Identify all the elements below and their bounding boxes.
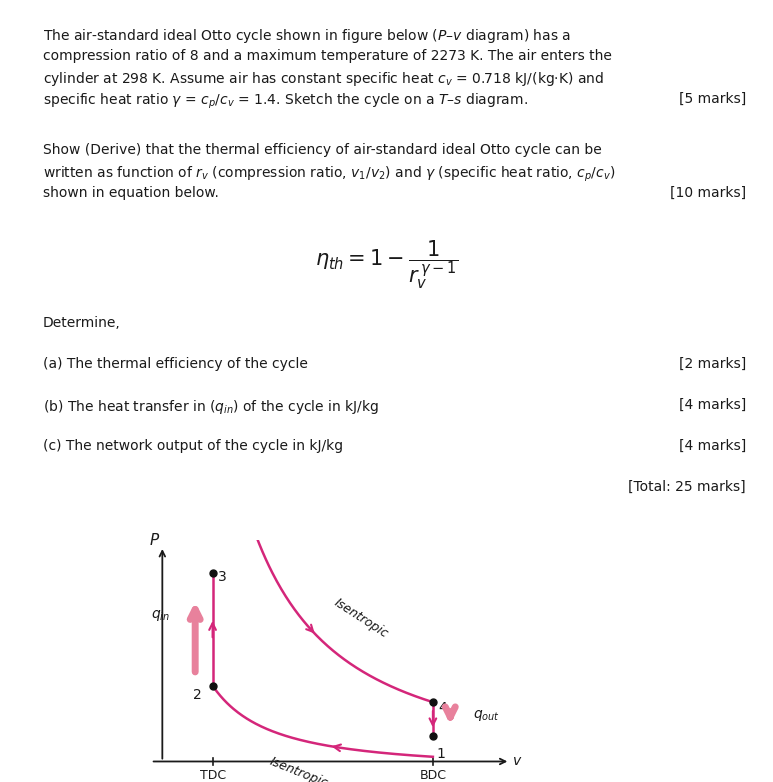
Text: written as function of $r_v$ (compression ratio, $v_1$/$v_2$) and $\gamma$ (spec: written as function of $r_v$ (compressio… xyxy=(43,164,615,184)
Text: 3: 3 xyxy=(219,570,227,584)
Text: Show (Derive) that the thermal efficiency of air-standard ideal Otto cycle can b: Show (Derive) that the thermal efficienc… xyxy=(43,143,601,157)
Text: [4 marks]: [4 marks] xyxy=(679,398,746,411)
Text: TDC: TDC xyxy=(199,769,226,782)
Text: The air-standard ideal Otto cycle shown in figure below ($P$–$v$ diagram) has a: The air-standard ideal Otto cycle shown … xyxy=(43,27,570,45)
Text: [2 marks]: [2 marks] xyxy=(679,357,746,371)
Text: 1: 1 xyxy=(436,748,444,761)
Text: shown in equation below.: shown in equation below. xyxy=(43,186,219,200)
Text: $q_{out}$: $q_{out}$ xyxy=(474,708,500,723)
Text: specific heat ratio $\gamma$ = $c_p$/$c_v$ = 1.4. Sketch the cycle on a $T$–$s$ : specific heat ratio $\gamma$ = $c_p$/$c_… xyxy=(43,91,527,111)
Text: [5 marks]: [5 marks] xyxy=(679,91,746,106)
Text: cylinder at 298 K. Assume air has constant specific heat $c_v$ = 0.718 kJ/(kg·K): cylinder at 298 K. Assume air has consta… xyxy=(43,70,604,88)
Text: (a) The thermal efficiency of the cycle: (a) The thermal efficiency of the cycle xyxy=(43,357,308,371)
Text: BDC: BDC xyxy=(420,769,446,782)
Text: 4: 4 xyxy=(439,701,448,715)
Text: 2: 2 xyxy=(193,688,202,702)
Text: $v$: $v$ xyxy=(512,755,523,769)
Text: (c) The network output of the cycle in kJ/kg: (c) The network output of the cycle in k… xyxy=(43,439,342,453)
Text: Isentropic: Isentropic xyxy=(267,755,329,782)
Text: compression ratio of 8 and a maximum temperature of 2273 K. The air enters the: compression ratio of 8 and a maximum tem… xyxy=(43,48,611,63)
Text: Isentropic: Isentropic xyxy=(332,596,390,640)
Text: [Total: 25 marks]: [Total: 25 marks] xyxy=(628,480,746,493)
Text: $q_{in}$: $q_{in}$ xyxy=(151,608,170,623)
Text: (b) The heat transfer in ($q_{in}$) of the cycle in kJ/kg: (b) The heat transfer in ($q_{in}$) of t… xyxy=(43,398,379,416)
Text: [4 marks]: [4 marks] xyxy=(679,439,746,453)
Text: $P$: $P$ xyxy=(149,533,160,548)
Text: [10 marks]: [10 marks] xyxy=(670,186,746,200)
Text: $\eta_{th} = 1 - \dfrac{1}{r_v^{\,\gamma-1}}$: $\eta_{th} = 1 - \dfrac{1}{r_v^{\,\gamma… xyxy=(315,239,458,291)
Text: Determine,: Determine, xyxy=(43,316,121,329)
